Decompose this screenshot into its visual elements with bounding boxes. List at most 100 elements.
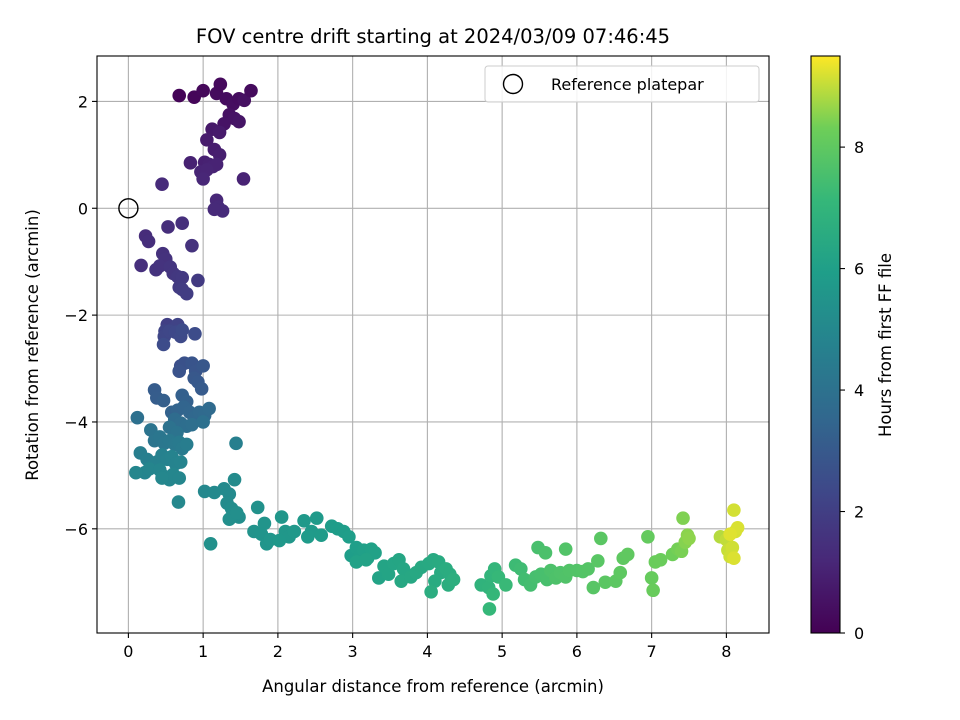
scatter-point <box>155 471 169 485</box>
colorbar: 0 2 4 6 8 Hours from first FF file <box>810 55 895 643</box>
scatter-point <box>134 258 148 273</box>
scatter-point <box>141 234 156 249</box>
scatter-point <box>156 337 171 352</box>
scatter-point <box>428 574 442 588</box>
scatter-point <box>287 524 302 539</box>
scatter-point <box>482 602 497 616</box>
scatter-point <box>175 216 190 231</box>
scatter-point <box>227 472 242 487</box>
scatter-point <box>171 495 186 509</box>
scatter-point <box>424 585 438 599</box>
chart-title: FOV centre drift starting at 2024/03/09 … <box>196 25 670 48</box>
x-tick-label: 4 <box>422 642 432 661</box>
scatter-point <box>297 514 311 528</box>
scatter-point <box>188 327 202 341</box>
legend-marker-icon <box>502 73 524 95</box>
x-axis-ticks: 0 1 2 3 4 5 6 7 8 <box>123 633 731 661</box>
scatter-point <box>229 505 244 520</box>
x-tick-label: 1 <box>198 642 208 661</box>
scatter-point <box>381 567 396 582</box>
scatter-point <box>203 536 218 551</box>
scatter-point <box>641 530 655 544</box>
scatter-point <box>309 511 324 525</box>
y-tick-label: 0 <box>78 199 88 218</box>
scatter-point <box>486 587 500 601</box>
scatter-point <box>172 471 187 485</box>
y-axis-label: Rotation from reference (arcmin) <box>23 209 42 481</box>
scatter-point <box>314 528 329 543</box>
x-tick-label: 8 <box>721 642 731 661</box>
scatter-point <box>142 462 157 476</box>
scatter-point <box>727 503 741 517</box>
scatter-point <box>236 172 251 186</box>
scatter-point <box>538 546 553 560</box>
y-tick-label: 2 <box>78 92 88 111</box>
colorbar-ticks: 0 2 4 6 8 <box>840 138 864 643</box>
y-tick-label: −6 <box>64 520 88 539</box>
colorbar-label: Hours from first FF file <box>876 253 895 437</box>
scatter-point <box>620 547 635 562</box>
legend-label: Reference platepar <box>551 75 704 94</box>
scatter-point <box>212 125 227 140</box>
scatter-point <box>300 530 315 544</box>
x-tick-label: 0 <box>123 642 133 661</box>
scatter-point <box>272 533 287 548</box>
scatter-point <box>653 553 668 567</box>
x-tick-label: 7 <box>647 642 657 661</box>
scatter-point <box>591 554 605 568</box>
scatter-point <box>558 542 573 556</box>
x-tick-label: 6 <box>572 642 582 661</box>
y-tick-label: −4 <box>64 413 88 432</box>
scatter-point <box>723 527 737 541</box>
scatter-point <box>237 93 252 108</box>
scatter-point <box>446 572 461 587</box>
scatter-point <box>179 437 194 452</box>
scatter-point <box>598 575 613 590</box>
scatter-point <box>682 531 696 546</box>
scatter-point <box>232 114 246 129</box>
scatter-point <box>196 83 210 98</box>
scatter-point <box>200 133 214 147</box>
x-axis-label: Angular distance from reference (arcmin) <box>262 677 604 696</box>
scatter-point <box>152 259 167 273</box>
scatter-point <box>342 530 356 544</box>
scatter-point <box>257 516 272 531</box>
legend: Reference platepar <box>484 65 760 103</box>
scatter-point <box>586 580 601 595</box>
scatter-point <box>183 156 198 170</box>
scatter-point <box>155 177 169 192</box>
scatter-point <box>244 83 258 98</box>
scatter-point <box>196 415 210 429</box>
y-tick-label: −2 <box>64 306 88 325</box>
scatter-point <box>207 202 222 217</box>
scatter-point <box>213 77 228 92</box>
scatter-point <box>594 531 608 546</box>
reference-platepar-marker <box>118 198 139 219</box>
scatter-point <box>196 172 210 186</box>
scatter-point <box>202 401 216 416</box>
scatter-point <box>250 500 265 515</box>
scatter-point <box>229 436 243 451</box>
scatter-point <box>129 465 143 480</box>
scatter-point <box>514 562 528 576</box>
scatter-point <box>173 455 188 469</box>
colorbar-gradient <box>810 55 841 634</box>
legend-box <box>484 65 760 103</box>
plot-frame <box>96 55 770 634</box>
scatter-point <box>725 540 740 555</box>
scatter-point <box>499 578 513 592</box>
scatter-point <box>581 562 595 576</box>
x-tick-label: 5 <box>497 642 507 661</box>
scatter-point <box>196 359 210 373</box>
scatter-point <box>644 571 659 585</box>
colorbar-tick-label: 2 <box>854 503 864 522</box>
scatter-point <box>130 410 145 425</box>
scatter-points <box>129 77 745 616</box>
scatter-point <box>185 417 199 432</box>
scatter-point <box>613 565 628 580</box>
scatter-point <box>274 510 289 524</box>
scatter-point <box>161 220 175 234</box>
scatter-point <box>727 551 741 566</box>
scatter-point <box>359 553 373 567</box>
